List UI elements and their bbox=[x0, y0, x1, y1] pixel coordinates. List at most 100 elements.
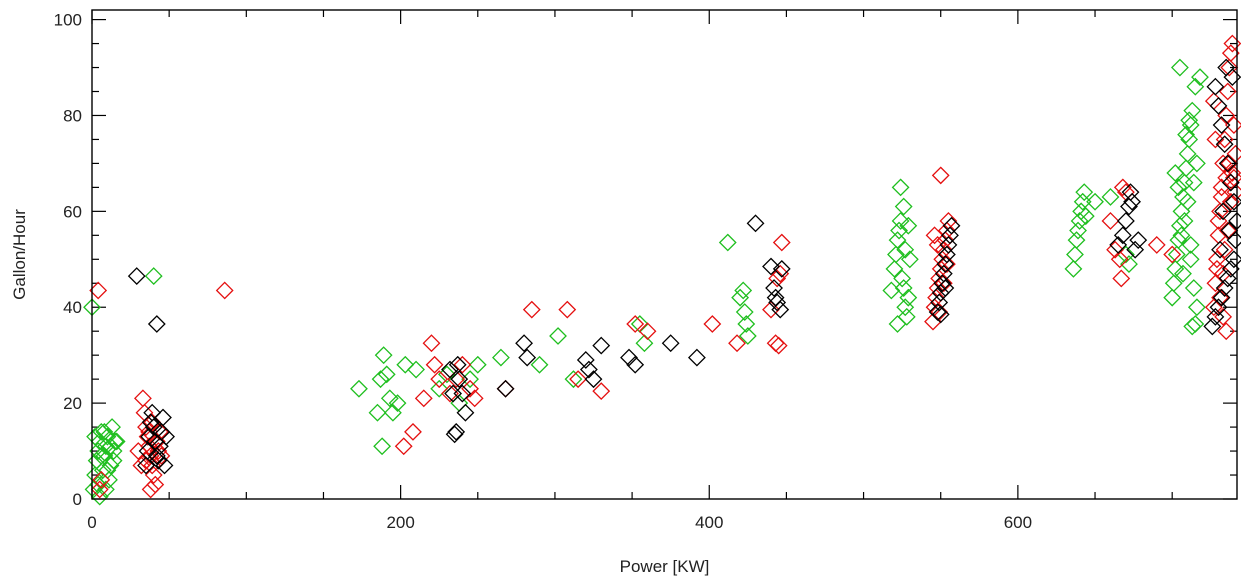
data-point bbox=[371, 370, 390, 389]
data-point bbox=[447, 422, 466, 441]
data-point bbox=[152, 446, 171, 465]
data-point bbox=[1174, 264, 1192, 283]
data-point bbox=[1220, 154, 1239, 173]
data-point bbox=[703, 315, 722, 333]
data-point bbox=[456, 403, 475, 422]
y-tick-label: 0 bbox=[73, 490, 82, 509]
data-point bbox=[1212, 116, 1231, 134]
data-point bbox=[437, 365, 456, 384]
data-point bbox=[95, 422, 114, 441]
data-point bbox=[687, 348, 706, 367]
data-point bbox=[1183, 317, 1202, 336]
data-point bbox=[1183, 101, 1202, 120]
data-point bbox=[137, 456, 155, 475]
data-point bbox=[1228, 212, 1241, 230]
data-point bbox=[1220, 58, 1239, 77]
data-point bbox=[1170, 58, 1189, 77]
data-point bbox=[496, 379, 515, 398]
data-point bbox=[896, 298, 915, 317]
data-point bbox=[1167, 245, 1186, 264]
data-point bbox=[942, 216, 961, 235]
data-point bbox=[1170, 216, 1189, 235]
data-point bbox=[1211, 240, 1229, 259]
y-tick-label: 80 bbox=[63, 106, 82, 125]
data-point bbox=[762, 257, 780, 276]
data-point bbox=[215, 281, 234, 300]
data-point bbox=[771, 300, 790, 319]
data-point bbox=[1218, 154, 1237, 173]
data-point bbox=[731, 288, 750, 307]
data-point bbox=[1069, 221, 1087, 240]
data-point bbox=[620, 348, 638, 367]
data-point bbox=[1169, 231, 1188, 250]
data-point bbox=[129, 442, 148, 460]
data-point bbox=[893, 269, 912, 288]
data-point bbox=[1123, 192, 1141, 211]
data-point bbox=[1215, 279, 1234, 297]
data-point bbox=[380, 389, 399, 408]
plot-frame bbox=[91, 9, 1238, 500]
data-point bbox=[374, 346, 393, 365]
data-point bbox=[1073, 192, 1092, 211]
data-point bbox=[1206, 130, 1225, 149]
data-point bbox=[1218, 221, 1237, 240]
data-point bbox=[1223, 34, 1241, 53]
data-point bbox=[1211, 202, 1229, 221]
data-point bbox=[414, 389, 433, 408]
data-point bbox=[894, 197, 913, 216]
data-point bbox=[1180, 130, 1199, 149]
data-point bbox=[1221, 44, 1240, 63]
data-point bbox=[738, 327, 757, 345]
data-point bbox=[772, 233, 791, 252]
data-point bbox=[1206, 307, 1225, 326]
data-point bbox=[1126, 240, 1145, 259]
data-point bbox=[1215, 240, 1234, 259]
data-point bbox=[936, 279, 955, 297]
data-point bbox=[1191, 68, 1209, 87]
data-point bbox=[1113, 178, 1132, 197]
data-point bbox=[1209, 96, 1228, 115]
data-point bbox=[931, 166, 950, 185]
data-point bbox=[638, 322, 657, 341]
data-point bbox=[1204, 92, 1223, 111]
data-point bbox=[1177, 125, 1195, 144]
data-point bbox=[1206, 274, 1225, 293]
data-point bbox=[728, 334, 746, 353]
data-point bbox=[1221, 259, 1240, 278]
data-point bbox=[925, 226, 944, 245]
data-point bbox=[558, 300, 577, 319]
data-point bbox=[141, 413, 160, 432]
data-point bbox=[90, 487, 109, 506]
data-point bbox=[492, 348, 510, 367]
data-point bbox=[1121, 183, 1140, 202]
data-point bbox=[377, 365, 396, 384]
data-point bbox=[147, 315, 166, 333]
data-point bbox=[1164, 274, 1183, 293]
data-point bbox=[890, 221, 908, 240]
data-point bbox=[1075, 183, 1094, 202]
data-point bbox=[92, 470, 111, 489]
data-point bbox=[141, 480, 160, 499]
data-point bbox=[768, 293, 787, 312]
data-point bbox=[734, 281, 753, 300]
data-point bbox=[1184, 173, 1203, 192]
data-point bbox=[937, 245, 956, 264]
data-point bbox=[90, 480, 109, 499]
data-point bbox=[887, 245, 905, 264]
data-point bbox=[530, 355, 549, 374]
data-point bbox=[89, 281, 108, 300]
data-point bbox=[350, 379, 368, 398]
data-point bbox=[1163, 288, 1182, 307]
data-point bbox=[564, 370, 583, 389]
data-point bbox=[132, 456, 151, 475]
data-point bbox=[1187, 298, 1206, 317]
data-points bbox=[83, 34, 1241, 506]
data-point bbox=[930, 293, 949, 312]
data-point bbox=[1203, 317, 1222, 336]
data-point bbox=[592, 382, 611, 401]
data-point bbox=[450, 370, 469, 389]
y-tick-label: 40 bbox=[63, 298, 82, 317]
data-point bbox=[584, 370, 603, 389]
data-point bbox=[1217, 322, 1236, 341]
data-point bbox=[772, 259, 791, 278]
